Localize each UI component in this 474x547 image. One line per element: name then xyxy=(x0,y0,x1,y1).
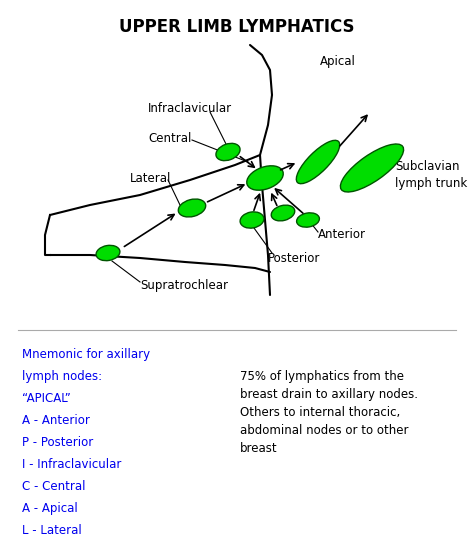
Ellipse shape xyxy=(216,143,240,161)
Ellipse shape xyxy=(340,144,403,192)
Text: I - Infraclavicular: I - Infraclavicular xyxy=(22,458,121,471)
Text: Supratrochlear: Supratrochlear xyxy=(140,278,228,292)
Ellipse shape xyxy=(297,213,319,227)
Text: Anterior: Anterior xyxy=(318,229,366,241)
Text: Apical: Apical xyxy=(320,55,356,68)
Text: Infraclavicular: Infraclavicular xyxy=(148,102,232,114)
Text: UPPER LIMB LYMPHATICS: UPPER LIMB LYMPHATICS xyxy=(119,18,355,36)
Ellipse shape xyxy=(247,166,283,190)
Text: Central: Central xyxy=(148,131,191,144)
Ellipse shape xyxy=(271,205,295,221)
Text: Subclavian
lymph trunk: Subclavian lymph trunk xyxy=(395,160,467,189)
Ellipse shape xyxy=(240,212,264,228)
Text: Posterior: Posterior xyxy=(268,252,320,265)
Text: A - Apical: A - Apical xyxy=(22,502,78,515)
Text: “APICAL”: “APICAL” xyxy=(22,392,71,405)
Text: A - Anterior: A - Anterior xyxy=(22,414,90,427)
Text: Mnemonic for axillary: Mnemonic for axillary xyxy=(22,348,150,361)
Text: Lateral: Lateral xyxy=(130,172,172,184)
Ellipse shape xyxy=(96,245,120,261)
Text: P - Posterior: P - Posterior xyxy=(22,436,93,449)
Ellipse shape xyxy=(178,199,206,217)
Text: C - Central: C - Central xyxy=(22,480,85,493)
Text: L - Lateral: L - Lateral xyxy=(22,524,82,537)
Text: 75% of lymphatics from the
breast drain to axillary nodes.
Others to internal th: 75% of lymphatics from the breast drain … xyxy=(240,370,418,455)
Text: lymph nodes:: lymph nodes: xyxy=(22,370,102,383)
Ellipse shape xyxy=(296,141,340,184)
